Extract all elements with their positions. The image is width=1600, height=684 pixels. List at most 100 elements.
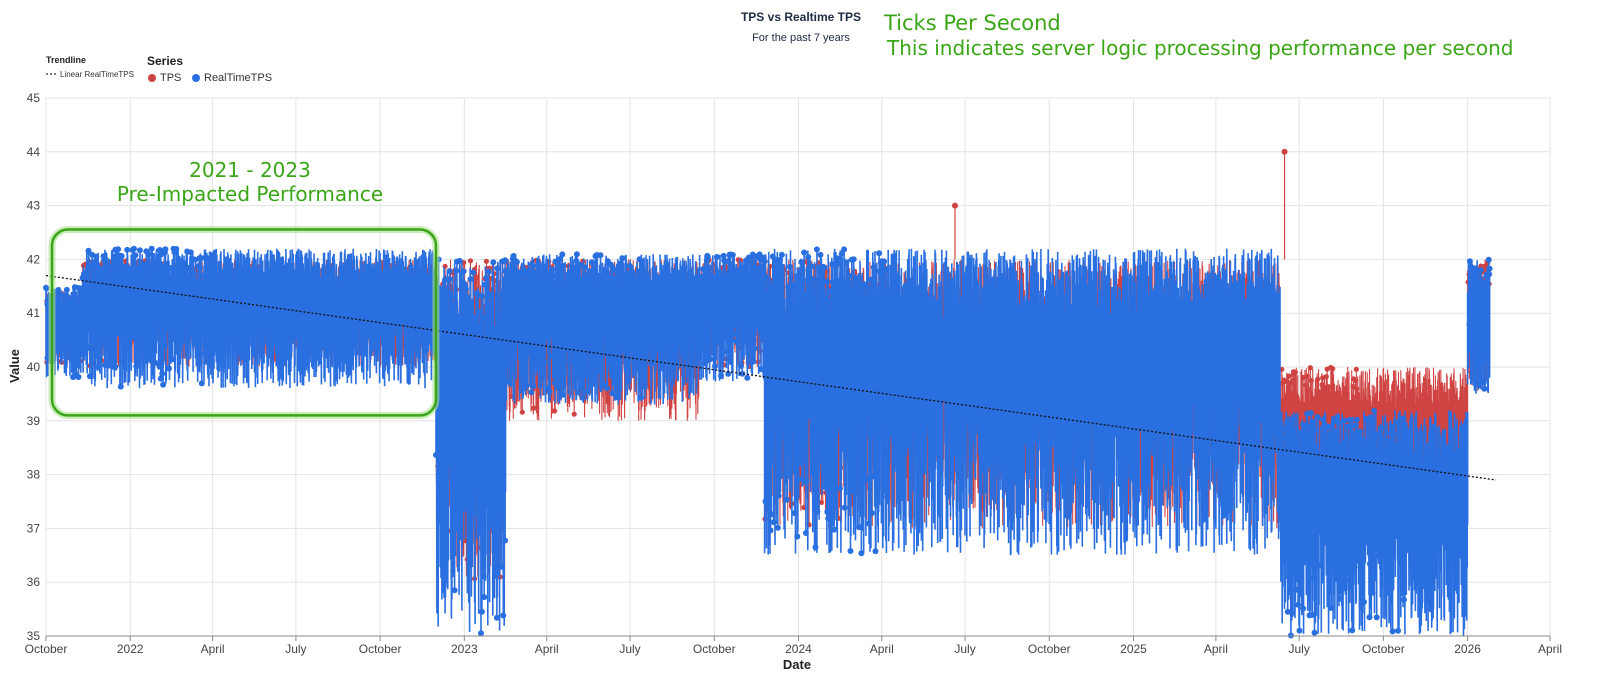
- realtimetps-point: [768, 511, 775, 518]
- realtimetps-point: [551, 379, 558, 386]
- realtimetps-point: [1313, 444, 1320, 451]
- realtimetps-point: [559, 262, 566, 269]
- realtimetps-point: [148, 269, 155, 276]
- realtimetps-point: [1321, 432, 1327, 439]
- realtimetps-point: [1336, 595, 1343, 602]
- realtimetps-point: [854, 292, 861, 299]
- realtimetps-point: [723, 273, 730, 280]
- realtimetps-point: [455, 313, 462, 320]
- realtimetps-point: [802, 296, 808, 303]
- highlight-group: [48, 226, 440, 419]
- realtimetps-point: [746, 271, 753, 278]
- realtimetps-point: [1358, 458, 1365, 465]
- y-tick-label: 38: [27, 468, 41, 482]
- realtimetps-point: [536, 264, 543, 271]
- realtimetps-point: [765, 291, 772, 298]
- realtimetps-point: [584, 388, 591, 395]
- realtimetps-point: [1293, 571, 1300, 578]
- legend-realtime-swatch[interactable]: [192, 74, 200, 82]
- x-tick-label: July: [954, 642, 975, 656]
- realtimetps-point: [618, 260, 624, 267]
- realtimetps-point: [579, 394, 586, 401]
- tps-point: [1342, 385, 1348, 392]
- realtimetps-point: [130, 334, 137, 341]
- realtimetps-point: [169, 356, 176, 363]
- tps-point: [1286, 373, 1292, 379]
- realtimetps-point: [1369, 456, 1376, 462]
- realtimetps-point: [1479, 339, 1486, 346]
- realtimetps-point: [99, 268, 106, 275]
- y-tick-label: 39: [27, 414, 41, 428]
- realtimetps-series-segment: [698, 254, 766, 382]
- realtimetps-point: [1320, 416, 1327, 423]
- realtimetps-point: [843, 259, 850, 266]
- realtimetps-point: [804, 291, 811, 297]
- realtimetps-point: [180, 261, 187, 268]
- realtimetps-point: [638, 258, 645, 265]
- y-tick-label: 44: [27, 145, 41, 159]
- realtimetps-point: [1311, 629, 1318, 636]
- realtimetps-point: [867, 276, 874, 283]
- y-tick-label: 36: [27, 575, 41, 589]
- realtimetps-point: [1369, 543, 1376, 549]
- realtimetps-point: [436, 517, 443, 524]
- realtimetps-point: [790, 286, 797, 293]
- realtimetps-point: [825, 505, 832, 512]
- realtimetps-point: [523, 382, 530, 389]
- realtimetps-point: [506, 286, 513, 293]
- realtimetps-point: [513, 259, 520, 265]
- realtimetps-point: [1389, 438, 1396, 445]
- realtimetps-point: [863, 476, 870, 483]
- realtimetps-point: [200, 272, 207, 279]
- realtimetps-point: [771, 403, 778, 410]
- realtimetps-point: [481, 594, 488, 601]
- realtimetps-point: [459, 475, 466, 482]
- realtimetps-point: [878, 296, 885, 303]
- x-tick-label: April: [870, 642, 894, 656]
- realtimetps-point: [1333, 432, 1340, 438]
- tps-point: [1352, 395, 1358, 401]
- realtimetps-point: [154, 279, 161, 286]
- realtimetps-point: [639, 266, 646, 273]
- tps-point: [1308, 377, 1314, 383]
- realtimetps-point: [124, 246, 131, 253]
- realtimetps-point: [490, 259, 497, 266]
- realtimetps-point: [622, 275, 629, 282]
- realtimetps-point: [638, 394, 644, 401]
- realtimetps-point: [1472, 265, 1479, 272]
- realtimetps-point: [708, 314, 714, 321]
- realtimetps-point: [1479, 352, 1486, 359]
- realtimetps-point: [161, 330, 167, 337]
- realtimetps-point: [549, 353, 556, 360]
- realtimetps-point: [870, 473, 877, 480]
- realtimetps-point: [539, 324, 546, 330]
- realtimetps-point: [128, 324, 135, 331]
- realtimetps-point: [1366, 614, 1373, 621]
- legend-tps-swatch[interactable]: [148, 74, 156, 82]
- realtimetps-point: [566, 357, 573, 364]
- legend-realtime-label[interactable]: RealTimeTPS: [204, 72, 272, 84]
- realtimetps-point: [478, 608, 485, 615]
- realtimetps-point: [835, 293, 842, 300]
- legend-tps-label[interactable]: TPS: [160, 72, 181, 84]
- realtimetps-point: [457, 534, 464, 541]
- tps-point: [1315, 388, 1321, 394]
- realtimetps-point: [847, 548, 854, 554]
- x-tick-label: October: [1028, 642, 1071, 656]
- realtimetps-point: [787, 263, 793, 270]
- realtimetps-point: [1348, 436, 1355, 443]
- realtimetps-point: [585, 343, 592, 350]
- realtimetps-point: [872, 548, 879, 555]
- realtimetps-point: [1468, 272, 1475, 279]
- realtimetps-point: [494, 265, 501, 272]
- realtimetps-point: [1321, 421, 1328, 428]
- realtimetps-point: [456, 347, 463, 354]
- realtimetps-point: [1278, 452, 1285, 459]
- realtimetps-point: [809, 436, 816, 442]
- tps-point: [1294, 393, 1300, 399]
- realtimetps-point: [815, 424, 822, 431]
- realtimetps-point: [877, 268, 883, 275]
- realtimetps-point: [500, 612, 507, 619]
- realtimetps-point: [633, 284, 639, 291]
- realtimetps-point: [1341, 417, 1348, 424]
